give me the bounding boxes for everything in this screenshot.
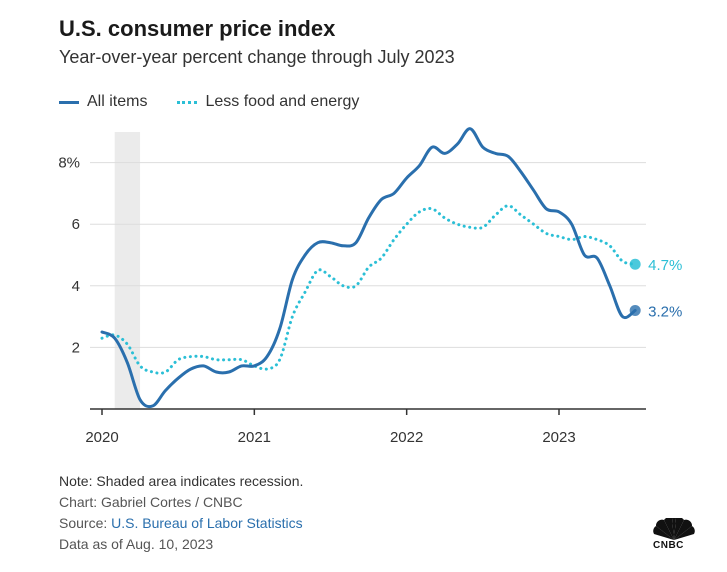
peacock-logo-icon	[653, 518, 695, 540]
legend-swatch-dotted	[177, 100, 198, 104]
source-line: Source: U.S. Bureau of Labor Statistics	[59, 513, 303, 534]
legend: All items Less food and energy	[59, 93, 389, 111]
data-as-of: Data as of Aug. 10, 2023	[59, 536, 214, 552]
legend-label-all-items: All items	[87, 93, 148, 110]
end-marker-all-items	[629, 304, 641, 316]
footer-notes: Note: Shaded area indicates recession. C…	[59, 471, 303, 555]
source-prefix: Source:	[59, 515, 112, 531]
y-tick-label: 8%	[58, 155, 80, 172]
chart-subtitle: Year-over-year percent change through Ju…	[59, 47, 455, 67]
series-line-core	[100, 204, 637, 375]
x-tick-label: 2020	[85, 429, 118, 446]
legend-label-core: Less food and energy	[205, 93, 360, 110]
end-marker-core	[629, 258, 641, 270]
x-tick-label: 2023	[542, 429, 575, 446]
x-tick-label: 2021	[238, 429, 271, 446]
y-tick-label: 2	[72, 339, 80, 356]
chart-title: U.S. consumer price index	[59, 16, 336, 41]
legend-swatch-solid	[59, 100, 79, 104]
chart-credit: Chart: Gabriel Cortes / CNBC	[59, 494, 243, 510]
series-line-all-items	[100, 127, 637, 409]
source-link[interactable]: U.S. Bureau of Labor Statistics	[111, 515, 303, 531]
y-tick-label: 4	[72, 278, 80, 295]
cnbc-logo-text: CNBC	[653, 540, 684, 551]
legend-item-core: Less food and energy	[177, 93, 359, 111]
legend-item-all-items: All items	[59, 93, 147, 111]
recession-band	[114, 132, 141, 409]
end-label-all-items: 3.2%	[648, 303, 682, 320]
x-tick-label: 2022	[390, 429, 423, 446]
recession-note: Note: Shaded area indicates recession.	[59, 473, 304, 489]
y-tick-label: 6	[72, 216, 80, 233]
end-label-core: 4.7%	[648, 257, 682, 274]
